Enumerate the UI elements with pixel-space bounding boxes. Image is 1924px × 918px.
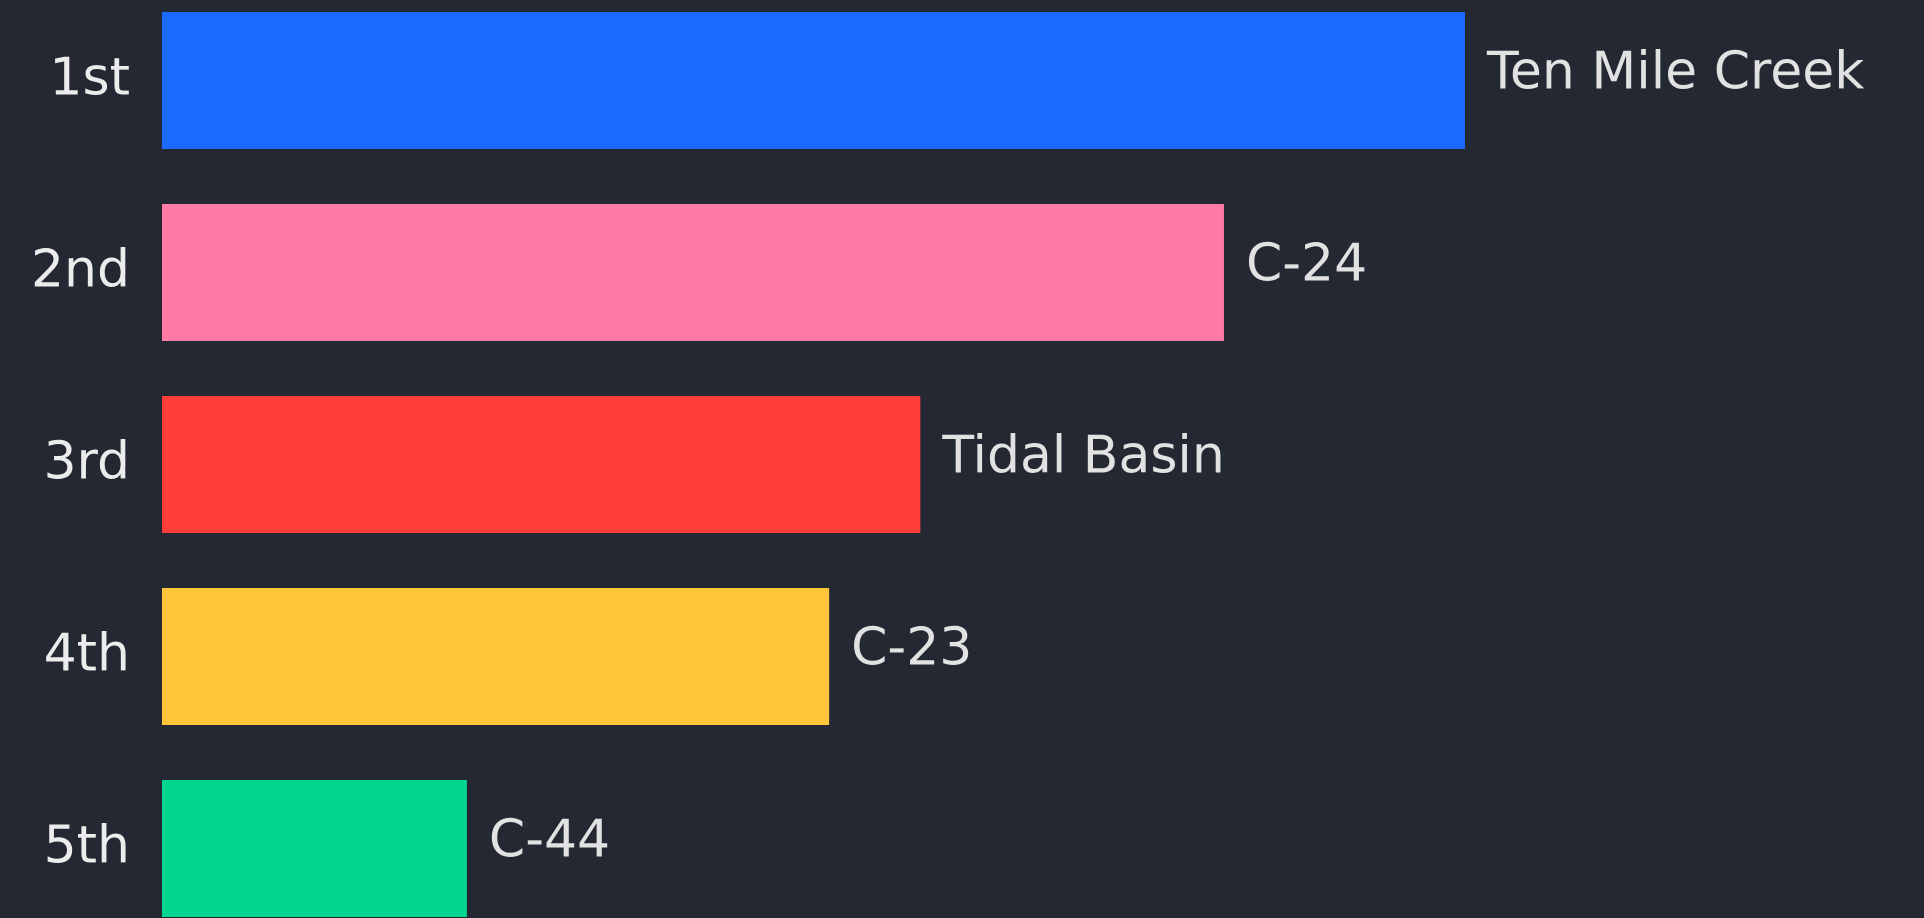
bar [162, 588, 830, 725]
bar-name-label: Tidal Basin [941, 426, 1224, 486]
bar [162, 780, 467, 917]
rank-label: 1st [49, 48, 130, 108]
bar-name-label: C-23 [851, 618, 972, 678]
bar [162, 396, 921, 533]
rank-label: 4th [44, 624, 130, 684]
rank-label: 3rd [43, 432, 130, 492]
bar-name-label: C-44 [489, 810, 610, 870]
bar [162, 204, 1224, 341]
bar [162, 12, 1465, 149]
bar-name-label: C-24 [1246, 234, 1367, 294]
rank-label: 5th [44, 816, 130, 876]
bar-name-label: Ten Mile Creek [1486, 42, 1864, 102]
rank-label: 2nd [31, 240, 130, 300]
